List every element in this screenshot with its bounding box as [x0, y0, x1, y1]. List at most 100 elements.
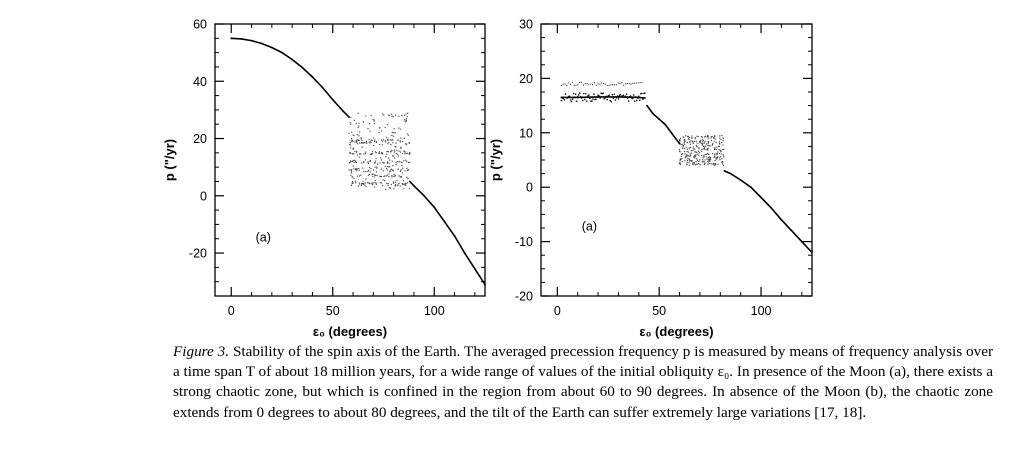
scatter-point: [378, 151, 381, 153]
scatter-point: [687, 151, 690, 153]
scatter-point: [680, 155, 682, 158]
scatter-point: [363, 160, 365, 163]
scatter-point: [684, 157, 686, 159]
y-tick-label: 10: [519, 126, 533, 140]
scatter-point: [709, 160, 711, 163]
scatter-point: [375, 141, 378, 143]
scatter-point: [718, 142, 721, 145]
scatter-point: [719, 156, 722, 158]
scatter-point: [382, 170, 384, 172]
scatter-point: [369, 159, 372, 162]
scatter-point: [358, 156, 361, 158]
scatter-point: [384, 140, 387, 142]
scatter-point: [574, 93, 577, 95]
scatter-point: [701, 159, 704, 161]
scatter-point: [718, 153, 721, 155]
scatter-point: [406, 133, 408, 135]
scatter-point: [572, 92, 575, 95]
scatter-point: [689, 141, 691, 143]
scatter-point: [409, 161, 411, 164]
scatter-point: [704, 153, 706, 156]
scatter-point: [705, 143, 708, 145]
scatter-point: [584, 98, 586, 101]
scatter-point: [379, 182, 381, 184]
scatter-point: [355, 169, 357, 171]
scatter-point: [685, 154, 688, 156]
scatter-point: [361, 139, 363, 142]
scatter-point: [393, 175, 395, 178]
scatter-point: [393, 151, 396, 153]
scatter-point: [617, 98, 620, 100]
scatter-point: [398, 150, 400, 152]
scatter-point: [381, 144, 384, 146]
scatter-point: [373, 119, 375, 121]
scatter-point: [382, 184, 384, 187]
scatter-point: [690, 160, 692, 162]
scatter-point: [715, 148, 718, 151]
scatter-point: [358, 139, 360, 142]
data-point: [270, 46, 273, 49]
scatter-point: [359, 183, 361, 185]
scatter-point: [398, 127, 400, 129]
scatter-point: [356, 134, 358, 136]
scatter-point: [388, 114, 390, 116]
scatter-point: [688, 139, 690, 141]
scatter-point: [679, 141, 681, 143]
scatter-point: [704, 135, 706, 137]
scatter-point: [399, 151, 402, 153]
scatter-point: [361, 142, 363, 144]
scatter-point: [391, 160, 393, 162]
scatter-point: [392, 165, 394, 167]
scatter-point: [349, 121, 352, 124]
scatter-point: [619, 93, 622, 96]
scatter-point: [382, 139, 385, 141]
scatter-point: [387, 182, 389, 185]
scatter-point: [355, 122, 357, 125]
scatter-point: [702, 144, 704, 146]
scatter-point: [376, 163, 379, 165]
scatter-point: [683, 151, 686, 153]
scatter-point: [716, 146, 718, 148]
scatter-point: [402, 184, 404, 186]
scatter-point: [371, 184, 374, 186]
scatter-point: [714, 162, 717, 165]
scatter-point: [597, 83, 599, 85]
scatter-point: [379, 127, 381, 129]
scatter-point: [394, 181, 397, 183]
scatter-point: [708, 159, 710, 162]
data-point: [250, 39, 253, 42]
scatter-point: [387, 184, 389, 186]
scatter-point: [704, 140, 706, 143]
scatter-point: [717, 163, 719, 165]
scatter-point: [702, 139, 705, 142]
scatter-point: [723, 148, 725, 150]
y-tick-label: 60: [193, 18, 207, 32]
scatter-point: [718, 141, 721, 143]
scatter-point: [690, 150, 693, 152]
scatter-point: [635, 99, 638, 102]
scatter-point: [680, 143, 682, 146]
scatter-point: [610, 100, 613, 103]
scatter-point: [385, 167, 388, 170]
scatter-point: [387, 143, 389, 145]
scatter-point: [713, 137, 715, 139]
scatter-point: [390, 150, 392, 153]
scatter-point: [712, 142, 714, 145]
scatter-point: [719, 159, 721, 161]
scatter-point: [349, 161, 352, 163]
scatter-point: [580, 97, 583, 99]
scatter-point: [703, 156, 705, 158]
scatter-point: [365, 151, 367, 153]
scatter-point: [401, 114, 403, 117]
scatter-point: [406, 152, 408, 154]
scatter-point: [372, 144, 375, 147]
scatter-point: [390, 169, 392, 171]
scatter-point: [695, 151, 697, 153]
scatter-point: [388, 157, 390, 159]
scatter-point: [362, 167, 364, 169]
scatter-point: [701, 161, 703, 163]
scatter-point: [360, 138, 362, 140]
scatter-point: [380, 168, 382, 170]
scatter-point: [701, 148, 703, 151]
scatter-point: [635, 82, 638, 84]
